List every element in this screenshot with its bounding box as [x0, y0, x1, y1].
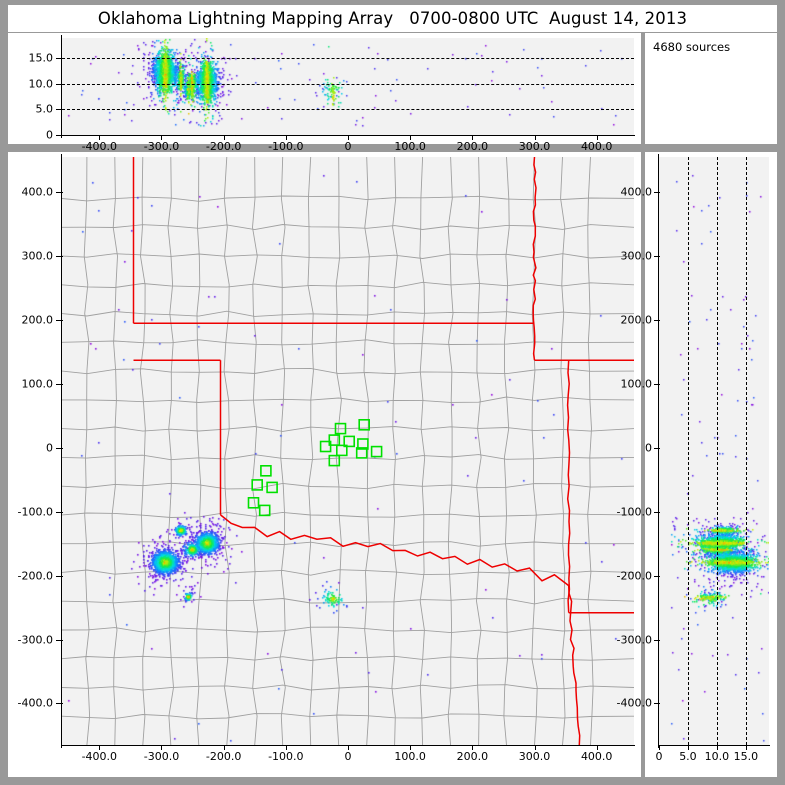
lma-station-marker-10 [260, 464, 272, 477]
panel-altitude-vs-north-south[interactable] [645, 152, 777, 777]
lma-station-marker-0 [334, 422, 347, 435]
lma-station-marker-1 [328, 434, 341, 446]
right-gridline-5 [687, 157, 689, 745]
page-title: Oklahoma Lightning Mapping Array 0700-08… [97, 9, 688, 28]
right-plot-area[interactable] [659, 157, 769, 745]
right-gridline-10 [716, 157, 718, 745]
lma-station-marker-6 [358, 418, 371, 431]
source-count-label: 4680 sources [653, 40, 731, 54]
top-gridline-5 [62, 109, 634, 111]
top-source-scatter [62, 38, 634, 135]
map-source-scatter [62, 157, 634, 745]
panel-altitude-vs-east-west[interactable] [8, 33, 641, 144]
source-count-panel: 4680 sources [645, 33, 777, 144]
lma-station-marker-11 [251, 479, 263, 491]
lma-station-marker-5 [328, 454, 341, 467]
lma-station-marker-2 [319, 440, 332, 453]
lma-station-marker-9 [370, 445, 383, 458]
lma-station-marker-3 [343, 435, 356, 448]
top-gridline-15 [62, 58, 634, 60]
lma-station-marker-12 [266, 481, 278, 494]
lma-station-markers [247, 418, 383, 517]
top-gridline-10 [62, 83, 634, 85]
title-bar: Oklahoma Lightning Mapping Array 0700-08… [8, 5, 777, 32]
right-gridline-15 [745, 157, 747, 745]
top-plot-area[interactable] [62, 38, 634, 135]
lma-station-marker-13 [247, 496, 260, 509]
map-plot-area[interactable] [62, 157, 634, 745]
lma-station-marker-7 [357, 438, 369, 450]
lma-station-marker-14 [258, 504, 271, 517]
lma-station-marker-4 [335, 444, 348, 457]
panel-plan-view-map[interactable] [8, 152, 641, 777]
lma-station-marker-8 [355, 447, 368, 459]
right-source-scatter [659, 157, 769, 745]
